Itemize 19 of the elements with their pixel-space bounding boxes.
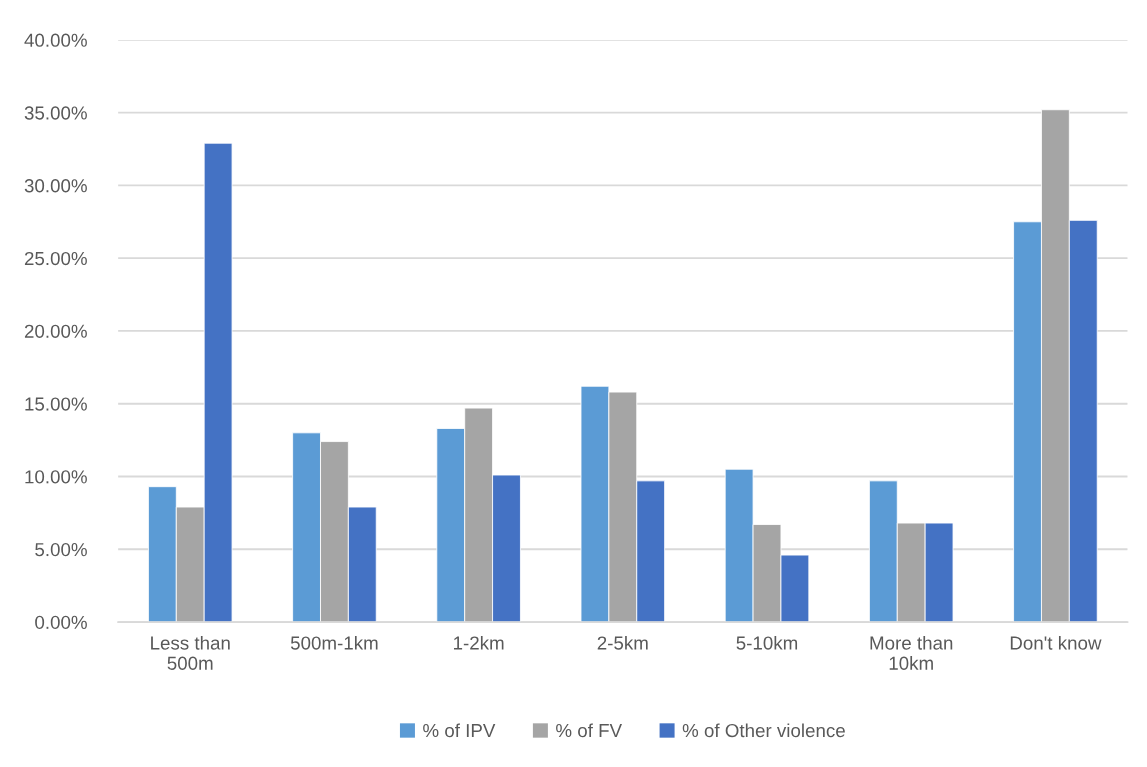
y-tick-label: 25.00% <box>24 251 87 266</box>
y-tick-label: 40.00% <box>24 33 87 47</box>
y-tick-label: 10.00% <box>25 470 87 484</box>
x-tick-label: 2-5km <box>597 635 648 650</box>
x-tick-label: More than 10km <box>870 635 953 670</box>
x-tick-label: Less than 500m <box>151 635 230 670</box>
x-tick-label: 1-2km <box>454 635 504 650</box>
y-tick-label: 5.00% <box>35 542 87 557</box>
y-tick-label: 30.00% <box>24 179 87 193</box>
y-tick-label: 0.00% <box>35 615 87 630</box>
legend-label: % of IPV <box>423 723 496 738</box>
y-tick-label: 35.00% <box>24 106 87 120</box>
x-tick-label: 5-10km <box>736 635 798 650</box>
x-tick-label: 500m-1km <box>290 635 378 650</box>
x-tick-label: Don't know <box>1010 635 1102 650</box>
legend-label: % of FV <box>556 723 622 738</box>
y-tick-label: 15.00% <box>25 397 87 411</box>
y-tick-label: 20.00% <box>24 324 87 338</box>
legend-label: % of Other violence <box>682 723 845 738</box>
